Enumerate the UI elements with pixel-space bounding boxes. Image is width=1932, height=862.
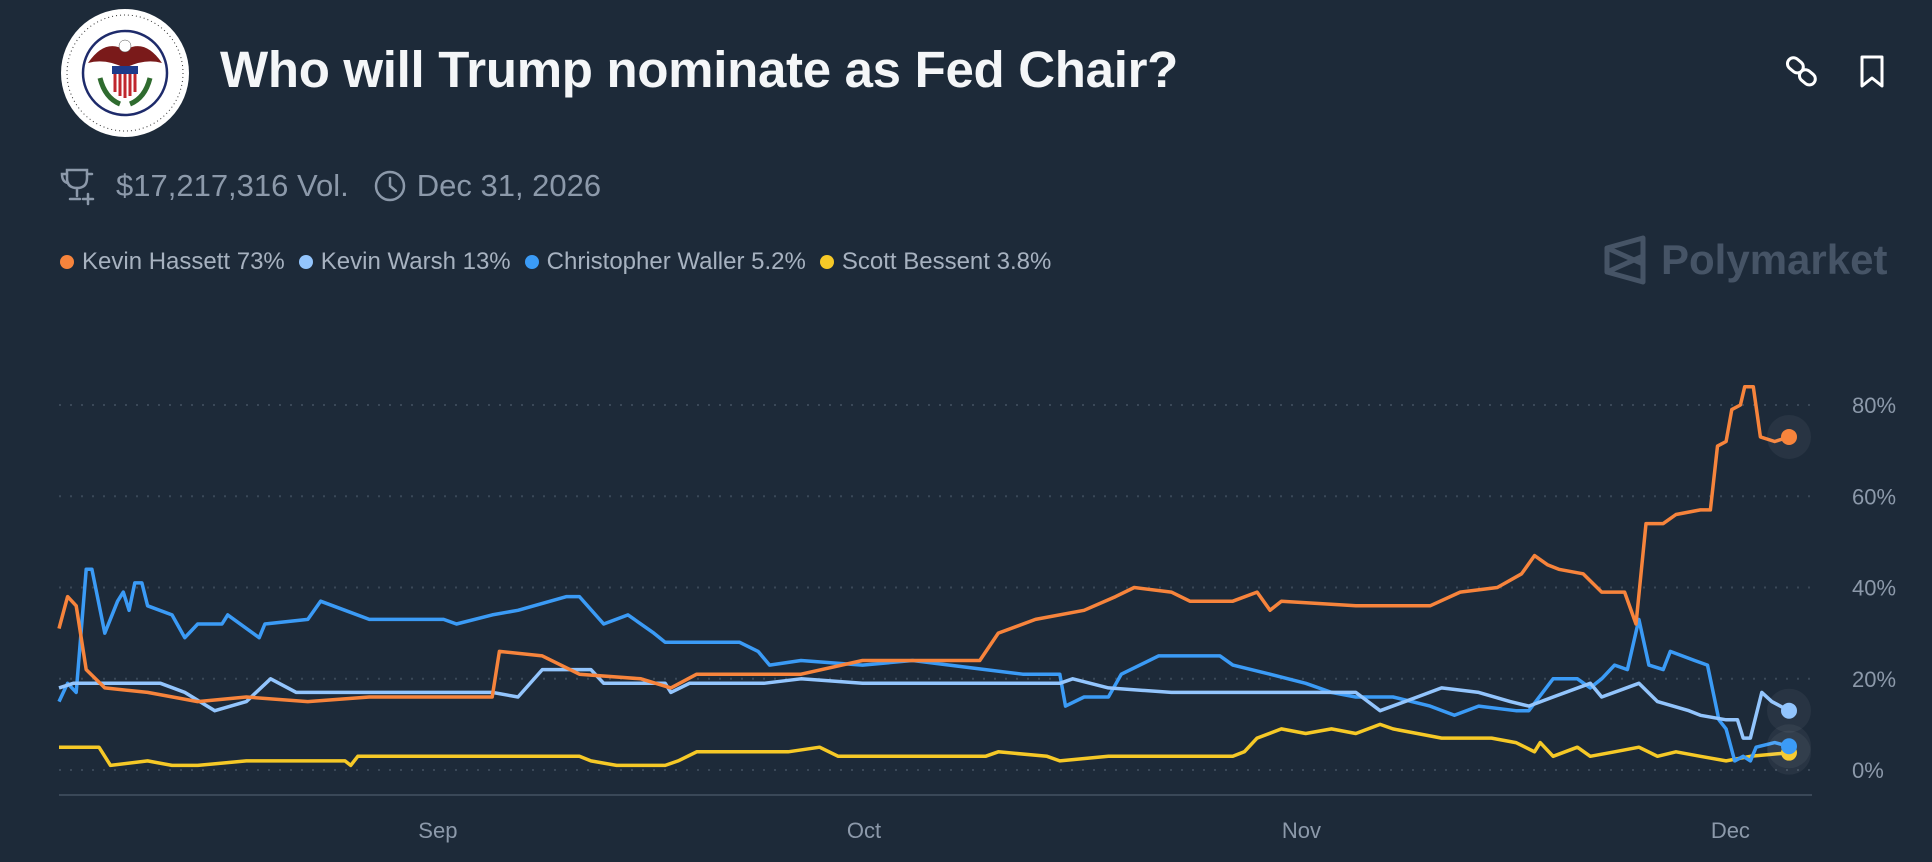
series-line-kevin-hassett[interactable] [57,385,1790,704]
link-icon [1785,56,1817,87]
bookmark-button[interactable] [1852,52,1892,92]
legend-label: Kevin Hassett 73% [82,248,285,275]
federal-reserve-seal-logo [61,9,189,137]
legend-item-kevin-hassett[interactable]: Kevin Hassett 73% [60,248,285,276]
trophy-icon [60,168,95,206]
legend-item-kevin-warsh[interactable]: Kevin Warsh 13% [298,248,511,276]
legend-dot [819,255,834,269]
x-tick-label: Dec [1711,818,1750,843]
clock-icon [374,170,405,202]
polymarket-watermark: Polymarket [1603,234,1887,286]
legend-dot [298,255,313,269]
legend-item-scott-bessent[interactable]: Scott Bessent 3.8% [819,248,1052,276]
series-line-kevin-warsh[interactable] [58,667,1790,740]
y-tick-label: 0% [1852,758,1884,783]
volume-text: $17,217,316 Vol. [116,168,349,203]
polymarket-logo-icon [1604,235,1646,285]
legend-label: Kevin Warsh 13% [320,248,511,275]
market-meta: $17,217,316 Vol. Dec 31, 2026 [60,166,601,206]
legend-dot [60,255,74,269]
end-date-text: Dec 31, 2026 [416,168,602,203]
endpoint-dot-kevin-hassett [1781,428,1797,445]
bookmark-icon [1860,55,1884,88]
series-line-christopher-waller[interactable] [57,567,1790,763]
x-tick-label: Sep [418,818,457,843]
legend-label: Christopher Waller 5.2% [546,248,806,275]
endpoint-dot-kevin-warsh [1781,702,1797,719]
x-tick-label: Oct [847,818,881,843]
chart-legend: Kevin Hassett 73% Kevin Warsh 13% Christ… [60,248,1065,276]
legend-dot [524,255,539,269]
copy-link-button[interactable] [1782,52,1822,92]
watermark-text: Polymarket [1661,236,1888,283]
x-tick-label: Nov [1282,818,1321,843]
y-tick-label: 80% [1852,393,1896,418]
y-tick-label: 40% [1852,576,1896,601]
market-title: Who will Trump nominate as Fed Chair? [220,41,1178,98]
legend-label: Scott Bessent 3.8% [841,248,1052,275]
y-tick-label: 20% [1852,667,1896,692]
series-line-scott-bessent[interactable] [59,722,1790,768]
legend-item-christopher-waller[interactable]: Christopher Waller 5.2% [524,248,806,276]
y-tick-label: 60% [1852,484,1896,509]
endpoint-dot-christopher-waller [1781,738,1797,755]
